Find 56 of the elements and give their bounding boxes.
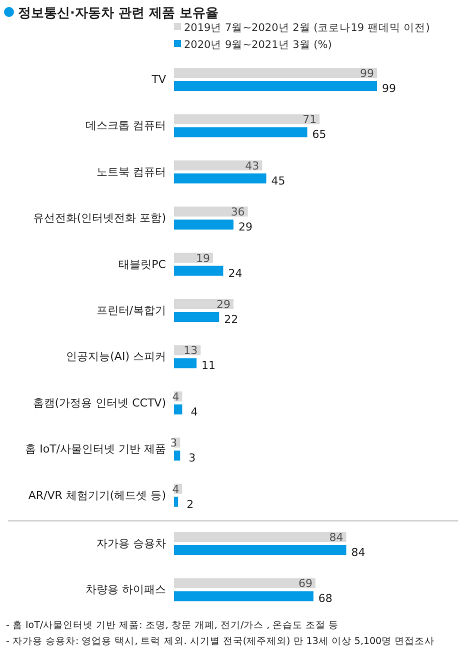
bar (174, 220, 234, 230)
data-label: 3 (170, 436, 178, 450)
y-tick-label: 홈 IoT/사물인터넷 기반 제품 (25, 442, 166, 456)
data-label: 22 (224, 313, 238, 326)
bar (174, 496, 178, 507)
bar (174, 127, 308, 138)
chart-title: 정보통신·자동차 관련 제품 보유율 (18, 6, 219, 21)
legend-label: 2019년 7월~2020년 2월 (코로나19 팬데믹 이전) (184, 22, 430, 34)
data-label: 36 (230, 206, 245, 219)
data-label: 24 (228, 266, 242, 280)
y-tick-label: 유선전화(인터넷전화 포함) (32, 212, 166, 225)
data-label: 4 (172, 482, 180, 496)
text: - 홈 IoT/사물인터넷 기반 제품: 조명, 창문 개폐, 전기/가스 , 온습도 조절 등 (6, 620, 339, 631)
bar (174, 312, 220, 322)
data-label: 4 (190, 405, 198, 418)
y-tick-label: 노트북 컴퓨터 (96, 165, 166, 178)
data-label: 68 (318, 592, 332, 606)
y-tick-label: 태블릿PC (118, 258, 166, 271)
bar (174, 114, 320, 124)
y-tick-label: 데스크톱 컴퓨터 (86, 119, 166, 132)
data-label: 84 (351, 546, 366, 559)
y-tick-label: AR/VR 체험기기(헤드셋 등) (28, 488, 166, 502)
data-label: 29 (216, 298, 230, 311)
bar (174, 404, 182, 414)
y-tick-label: 자가용 승용차 (96, 537, 166, 550)
data-label: 43 (245, 159, 260, 172)
data-label: 13 (184, 344, 198, 358)
data-label: 84 (329, 531, 344, 544)
data-label: 19 (196, 252, 210, 265)
y-tick-label: TV (150, 73, 166, 86)
data-label: 11 (202, 359, 216, 372)
bar (174, 173, 266, 184)
y-tick-label: 차량용 하이패스 (86, 583, 166, 596)
bar (174, 68, 377, 78)
data-label: 2 (186, 498, 194, 511)
y-tick-label: 인공지능(AI) 스피커 (66, 350, 166, 364)
text: - 자가용 승용차: 영업용 택시, 트럭 제외. 시기별 전국(제주제외) 만 13세 이상 5,100명 면접조사 (6, 636, 435, 647)
data-label: 45 (271, 174, 286, 188)
data-label: 69 (298, 577, 312, 590)
data-label: 4 (172, 390, 180, 404)
y-tick-label: 홈캠(가정용 인터넷 CCTV) (32, 396, 166, 410)
bar (174, 299, 234, 309)
data-label: 29 (238, 220, 252, 234)
data-label: 65 (312, 128, 326, 142)
bar (174, 206, 248, 217)
bar (174, 358, 197, 368)
bar (174, 450, 180, 461)
bar (174, 81, 377, 91)
data-label: 3 (188, 452, 196, 465)
y-tick-label: 프린터/복합기 (96, 304, 166, 317)
bar (174, 160, 262, 170)
data-label: 99 (382, 82, 396, 95)
bar (174, 266, 224, 276)
data-label: 71 (302, 113, 317, 126)
legend-label: 2020년 9월~2021년 3월 (%) (184, 39, 332, 51)
data-label: 99 (360, 67, 374, 80)
